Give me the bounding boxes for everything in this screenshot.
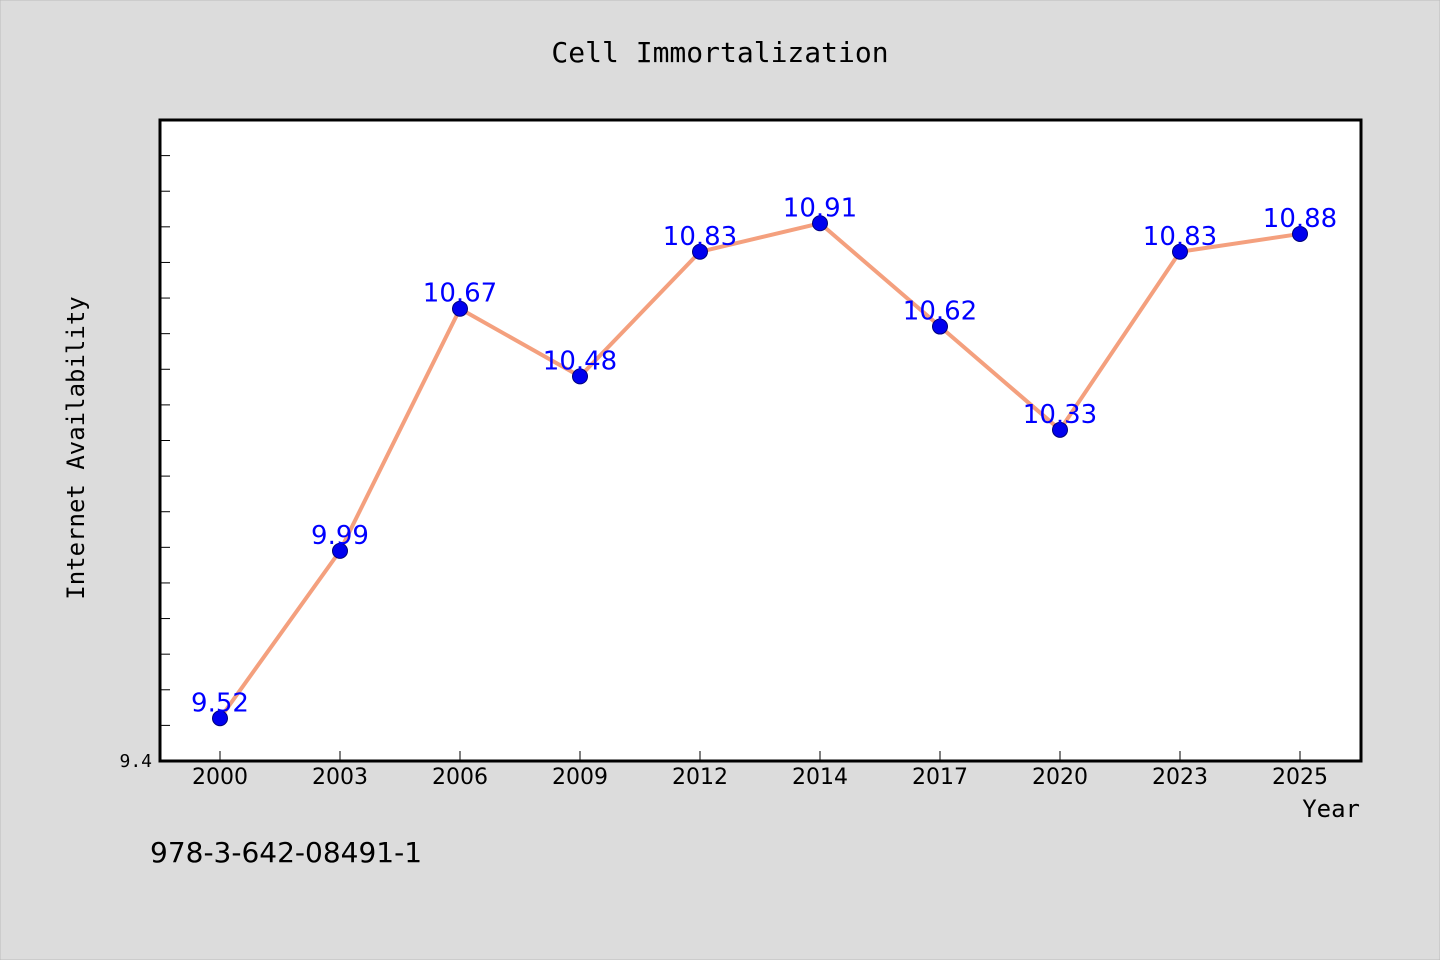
- data-point-marker: [932, 318, 948, 335]
- data-label: 10.33: [1023, 400, 1097, 430]
- y-axis-label: Internet Availability: [62, 296, 90, 599]
- x-tick-label: 2020: [1032, 765, 1088, 790]
- data-label: 10.91: [783, 193, 857, 223]
- data-label: 10.67: [423, 279, 497, 309]
- data-point-marker: [572, 368, 588, 385]
- data-point-marker: [812, 215, 828, 232]
- footnote-isbn: 978-3-642-08491-1: [150, 836, 422, 869]
- data-point-marker: [1292, 225, 1308, 242]
- y-axis-ticks: 9.4: [119, 155, 170, 772]
- x-tick-label: 2014: [792, 765, 848, 790]
- data-point-marker: [212, 710, 228, 727]
- series-markers: [212, 215, 1308, 727]
- data-label: 10.48: [543, 346, 617, 376]
- data-label: 10.83: [1143, 222, 1217, 252]
- data-labels: 9.52 9.99 10.67 10.48 10.83 10.91 10.62 10.33 10…: [191, 193, 1337, 718]
- x-tick-label: 2006: [432, 765, 488, 790]
- data-point-marker: [332, 542, 348, 559]
- data-point-marker: [452, 300, 468, 317]
- plot-area: [160, 120, 1361, 761]
- x-tick-label: 2023: [1152, 765, 1208, 790]
- x-tick-label: 2012: [672, 765, 728, 790]
- data-label: 10.83: [663, 222, 737, 252]
- x-tick-label: 2009: [552, 765, 608, 790]
- x-tick-label: 2025: [1272, 765, 1328, 790]
- plot-frame: [158, 118, 1363, 763]
- x-axis-label: Year: [1302, 795, 1360, 823]
- data-label: 10.62: [903, 297, 977, 327]
- data-label: 9.99: [311, 521, 369, 551]
- data-point-marker: [1172, 243, 1188, 260]
- x-tick-label: 2000: [192, 765, 248, 790]
- chart-title: Cell Immortalization: [551, 36, 888, 69]
- x-axis-ticks: 2000 2003 2006 2009 2012 2014 2017 2020 2023 2025: [192, 751, 1328, 790]
- y-tick-label: 9.4: [119, 751, 152, 772]
- data-label: 9.52: [191, 688, 249, 718]
- data-point-marker: [692, 243, 708, 260]
- data-label: 10.88: [1263, 204, 1337, 234]
- series-line: [218, 221, 1302, 721]
- x-tick-label: 2017: [912, 765, 968, 790]
- x-tick-label: 2003: [312, 765, 368, 790]
- data-point-marker: [1052, 421, 1068, 438]
